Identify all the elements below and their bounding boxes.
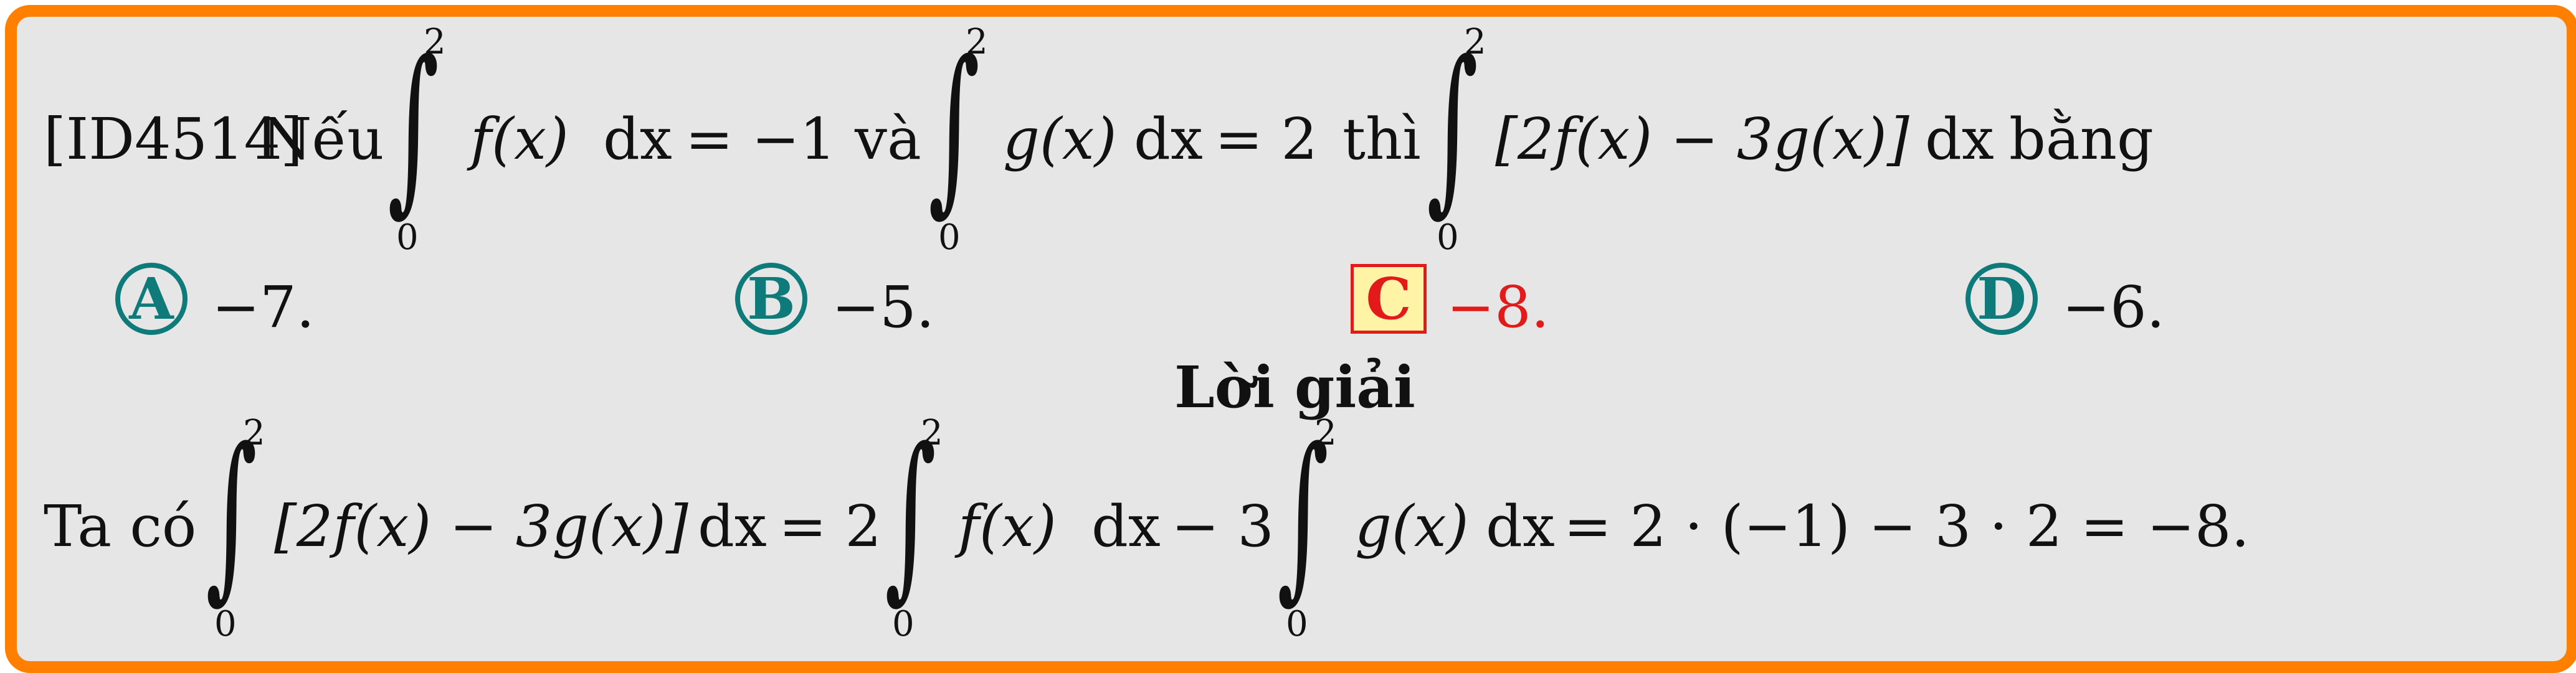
integrand-combined: [2f(x) − 3g(x)] xyxy=(1495,106,1909,172)
lower-limit: 0 xyxy=(396,217,419,258)
choice-c-marker-correct[interactable]: C xyxy=(1351,264,1427,334)
differential: dx xyxy=(1486,493,1555,560)
integral-sign: ∫ xyxy=(1427,22,1479,232)
integral-sign: ∫ xyxy=(1277,410,1329,619)
solution-heading: Lời giải xyxy=(1174,354,1415,421)
solution-integrand-g: g(x) xyxy=(1355,493,1469,560)
lower-limit: 0 xyxy=(892,604,915,644)
choice-d-value[interactable]: −6. xyxy=(2062,274,2165,341)
lower-limit: 0 xyxy=(1286,604,1308,644)
upper-limit: 2 xyxy=(1314,413,1337,453)
upper-limit: 2 xyxy=(966,22,988,62)
integrand-g: g(x) xyxy=(1003,106,1117,172)
integral-sign: ∫ xyxy=(387,22,440,232)
differential: dx xyxy=(698,493,767,560)
minus-three: − 3 xyxy=(1171,493,1274,560)
question-id-tag: [ID4514] xyxy=(44,106,303,172)
integral-sign: ∫ xyxy=(928,22,981,232)
question-ending: bằng xyxy=(2009,106,2154,172)
differential: dx xyxy=(1925,106,1994,172)
solution-lead: Ta có xyxy=(44,493,197,560)
integrand-f: f(x) xyxy=(470,106,569,172)
lower-limit: 0 xyxy=(214,604,237,644)
solution-integrand-combined: [2f(x) − 3g(x)] xyxy=(274,493,688,560)
integral-sign: ∫ xyxy=(885,410,937,619)
upper-limit: 2 xyxy=(243,413,265,453)
question-lead: Nếu xyxy=(262,106,384,172)
equals-value: = 2 xyxy=(1215,106,1318,172)
choice-a-marker[interactable]: A xyxy=(115,263,188,335)
upper-limit: 2 xyxy=(1464,22,1486,62)
choice-c-value[interactable]: −8. xyxy=(1447,274,1549,341)
differential: dx xyxy=(1134,106,1203,172)
solution-result: = 2 · (−1) − 3 · 2 = −8. xyxy=(1564,493,2250,560)
upper-limit: 2 xyxy=(921,413,943,453)
solution-integrand-f: f(x) xyxy=(958,493,1057,560)
integral-sign: ∫ xyxy=(206,410,258,619)
choice-d-marker[interactable]: D xyxy=(1965,263,2038,335)
choice-a-value[interactable]: −7. xyxy=(212,274,315,341)
lower-limit: 0 xyxy=(938,217,961,258)
equals-two: = 2 xyxy=(779,493,882,560)
question-card xyxy=(5,5,2576,673)
equals-value: = −1 xyxy=(685,106,836,172)
choice-b-value[interactable]: −5. xyxy=(832,274,934,341)
choice-b-marker[interactable]: B xyxy=(735,263,807,335)
lower-limit: 0 xyxy=(1437,217,1459,258)
then-text: thì xyxy=(1343,106,1421,172)
differential: dx xyxy=(603,106,672,172)
connector-text: và xyxy=(855,106,921,172)
upper-limit: 2 xyxy=(424,22,446,62)
differential: dx xyxy=(1091,493,1161,560)
